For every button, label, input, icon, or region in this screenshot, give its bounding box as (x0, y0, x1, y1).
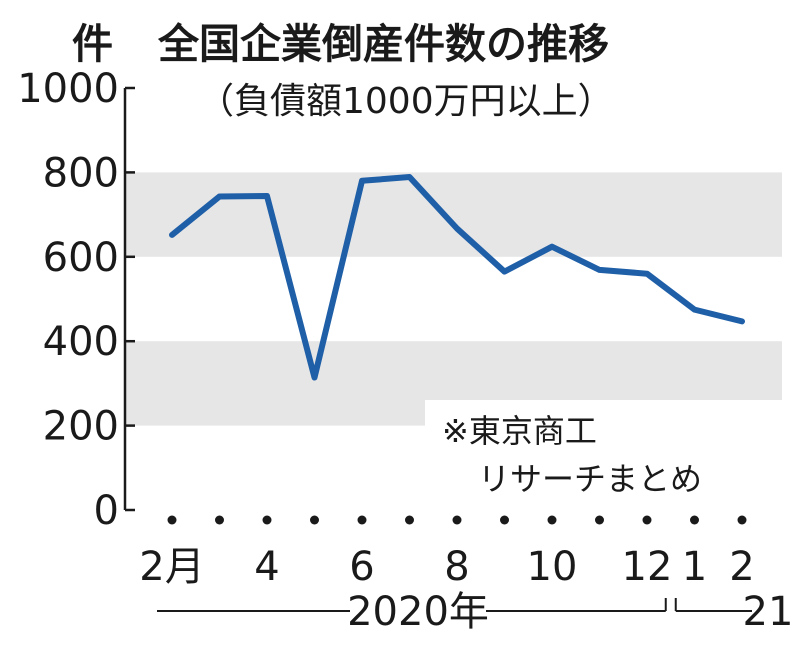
x-tick-label: 4 (254, 544, 279, 590)
year-label-21: 21 (743, 589, 794, 635)
chart-title: 全国企業倒産件数の推移 (157, 20, 609, 68)
x-tick-dot (405, 515, 414, 525)
x-axis-labels: 2月 4 6 8 10 12 1 2 (139, 544, 754, 590)
x-tick-label: 2月 (139, 544, 204, 590)
y-axis-unit-label: 件 (72, 20, 113, 68)
chart-subtitle: （負債額1000万円以上） (198, 81, 614, 122)
note-background (425, 400, 793, 505)
x-tick-label: 2 (729, 544, 754, 590)
x-tick-dot (595, 515, 604, 525)
x-tick-dot (547, 515, 557, 525)
y-tick-label: 400 (43, 319, 119, 365)
y-axis-ticks: 1000 800 600 400 200 0 (17, 66, 135, 534)
x-tick-dot (357, 515, 367, 525)
x-tick-label: 12 (622, 544, 673, 590)
x-tick-dot (642, 515, 652, 525)
x-tick-dot (167, 515, 177, 525)
y-tick-label: 800 (43, 150, 119, 196)
y-tick-label: 1000 (17, 66, 119, 112)
y-tick-label: 0 (94, 488, 119, 534)
source-note-line2: リサーチまとめ (478, 460, 702, 498)
x-tick-dot (500, 515, 509, 525)
shaded-band-1 (125, 172, 782, 257)
y-tick-label: 600 (43, 235, 119, 281)
source-note-line1: ※東京商工 (442, 412, 597, 450)
year-span-lines (157, 598, 752, 612)
x-tick-label: 6 (349, 544, 374, 590)
year-label-2020: 2020年 (347, 589, 489, 635)
y-tick-label: 200 (43, 404, 119, 450)
x-tick-dot (690, 515, 699, 525)
x-axis-dots (167, 515, 747, 525)
x-tick-dot (452, 515, 462, 525)
x-tick-label: 10 (527, 544, 578, 590)
x-tick-dot (215, 515, 224, 525)
x-tick-dot (310, 515, 319, 525)
x-tick-label: 1 (682, 544, 707, 590)
x-tick-dot (262, 515, 272, 525)
x-tick-dot (737, 515, 747, 525)
series-line (169, 174, 745, 381)
x-tick-label: 8 (444, 544, 469, 590)
shaded-bands (125, 172, 782, 426)
